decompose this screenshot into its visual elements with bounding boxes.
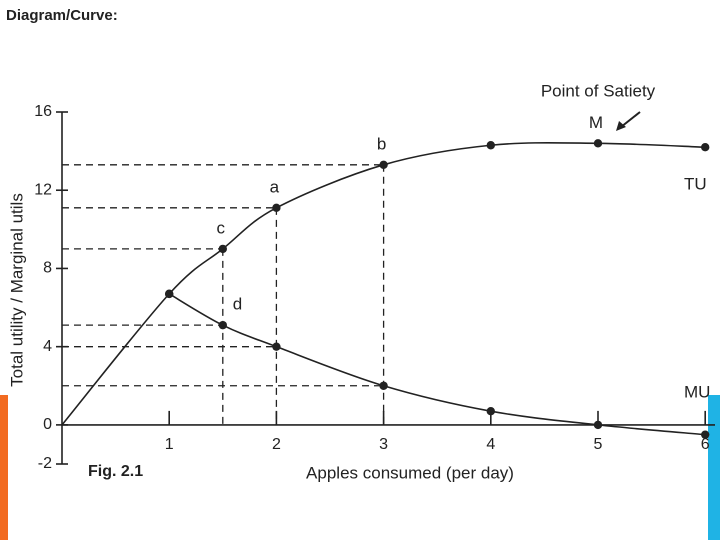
x-tick-label: 3 (379, 436, 388, 453)
x-tick-label: 6 (701, 436, 710, 453)
slide-title: Diagram/Curve: (6, 7, 118, 24)
point (593, 420, 603, 430)
point (379, 381, 388, 390)
series-label: MU (684, 382, 710, 401)
y-tick-label: -2 (38, 455, 52, 472)
point (701, 430, 710, 439)
x-tick-label: 4 (486, 436, 495, 453)
y-tick-label: 4 (43, 338, 52, 355)
point (379, 160, 388, 169)
point (486, 407, 495, 416)
left-accent (0, 395, 8, 540)
annotation: Point of Satiety (541, 81, 656, 100)
right-accent (708, 395, 720, 540)
line (168, 293, 706, 436)
annotation-arrowhead (616, 121, 626, 131)
x-tick-label: 5 (594, 436, 603, 453)
annotation-arrow (620, 111, 641, 128)
x-tick-label: 2 (272, 436, 281, 453)
point-label: a (270, 177, 280, 196)
y-tick-label: 12 (34, 181, 52, 198)
point (272, 342, 281, 351)
point (218, 244, 227, 254)
point (486, 141, 495, 150)
point (701, 143, 710, 152)
series-label: TU (684, 174, 707, 193)
y-tick-label: 16 (34, 103, 52, 120)
point-label: d (233, 295, 242, 314)
y-tick-label: 8 (43, 260, 52, 277)
x-tick-label: 1 (165, 436, 174, 453)
point-label: b (377, 134, 386, 153)
point-label: M (589, 113, 603, 132)
point (272, 203, 281, 213)
x-axis-label: Apples consumed (per day) (306, 463, 514, 482)
point (218, 320, 227, 330)
point-label: c (217, 218, 226, 237)
figure-label: Fig. 2.1 (88, 463, 143, 480)
point (593, 139, 603, 148)
y-tick-label: 0 (43, 416, 52, 433)
y-axis-label: Total utility / Marginal utils (7, 193, 26, 387)
point (165, 289, 174, 299)
